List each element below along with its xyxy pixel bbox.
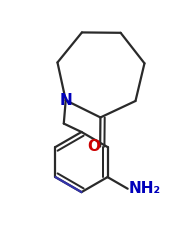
- Text: O: O: [87, 139, 100, 154]
- Text: NH₂: NH₂: [129, 181, 161, 196]
- Text: N: N: [59, 93, 72, 108]
